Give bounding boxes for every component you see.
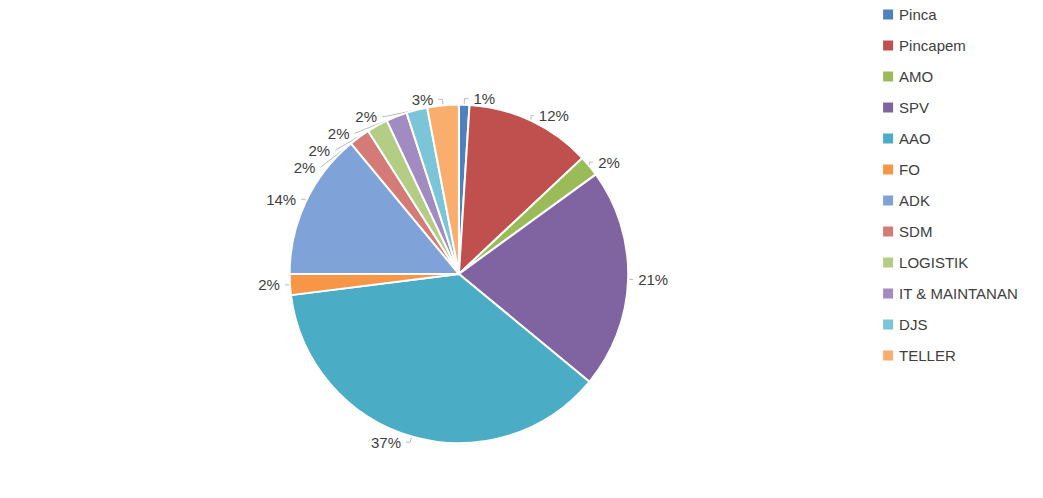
svg-text:Pinca: Pinca: [899, 6, 937, 23]
svg-text:2%: 2%: [258, 276, 280, 293]
svg-text:37%: 37%: [371, 434, 401, 451]
svg-text:2%: 2%: [308, 142, 330, 159]
svg-text:TELLER: TELLER: [899, 347, 956, 364]
svg-text:2%: 2%: [598, 154, 620, 171]
svg-text:ADK: ADK: [899, 192, 930, 209]
svg-text:LOGISTIK: LOGISTIK: [899, 254, 968, 271]
svg-text:1%: 1%: [473, 90, 495, 107]
svg-text:SDM: SDM: [899, 223, 932, 240]
svg-text:2%: 2%: [294, 159, 316, 176]
svg-text:14%: 14%: [266, 191, 296, 208]
svg-text:FO: FO: [899, 161, 920, 178]
svg-text:SPV: SPV: [899, 99, 929, 116]
svg-text:Pincapem: Pincapem: [899, 37, 966, 54]
svg-text:IT & MAINTANAN: IT & MAINTANAN: [899, 285, 1018, 302]
svg-text:12%: 12%: [539, 107, 569, 124]
svg-text:21%: 21%: [638, 271, 668, 288]
svg-text:DJS: DJS: [899, 316, 927, 333]
svg-text:3%: 3%: [412, 91, 434, 108]
svg-text:2%: 2%: [328, 125, 350, 142]
svg-text:AMO: AMO: [899, 68, 933, 85]
svg-text:2%: 2%: [355, 108, 377, 125]
svg-text:AAO: AAO: [899, 130, 931, 147]
